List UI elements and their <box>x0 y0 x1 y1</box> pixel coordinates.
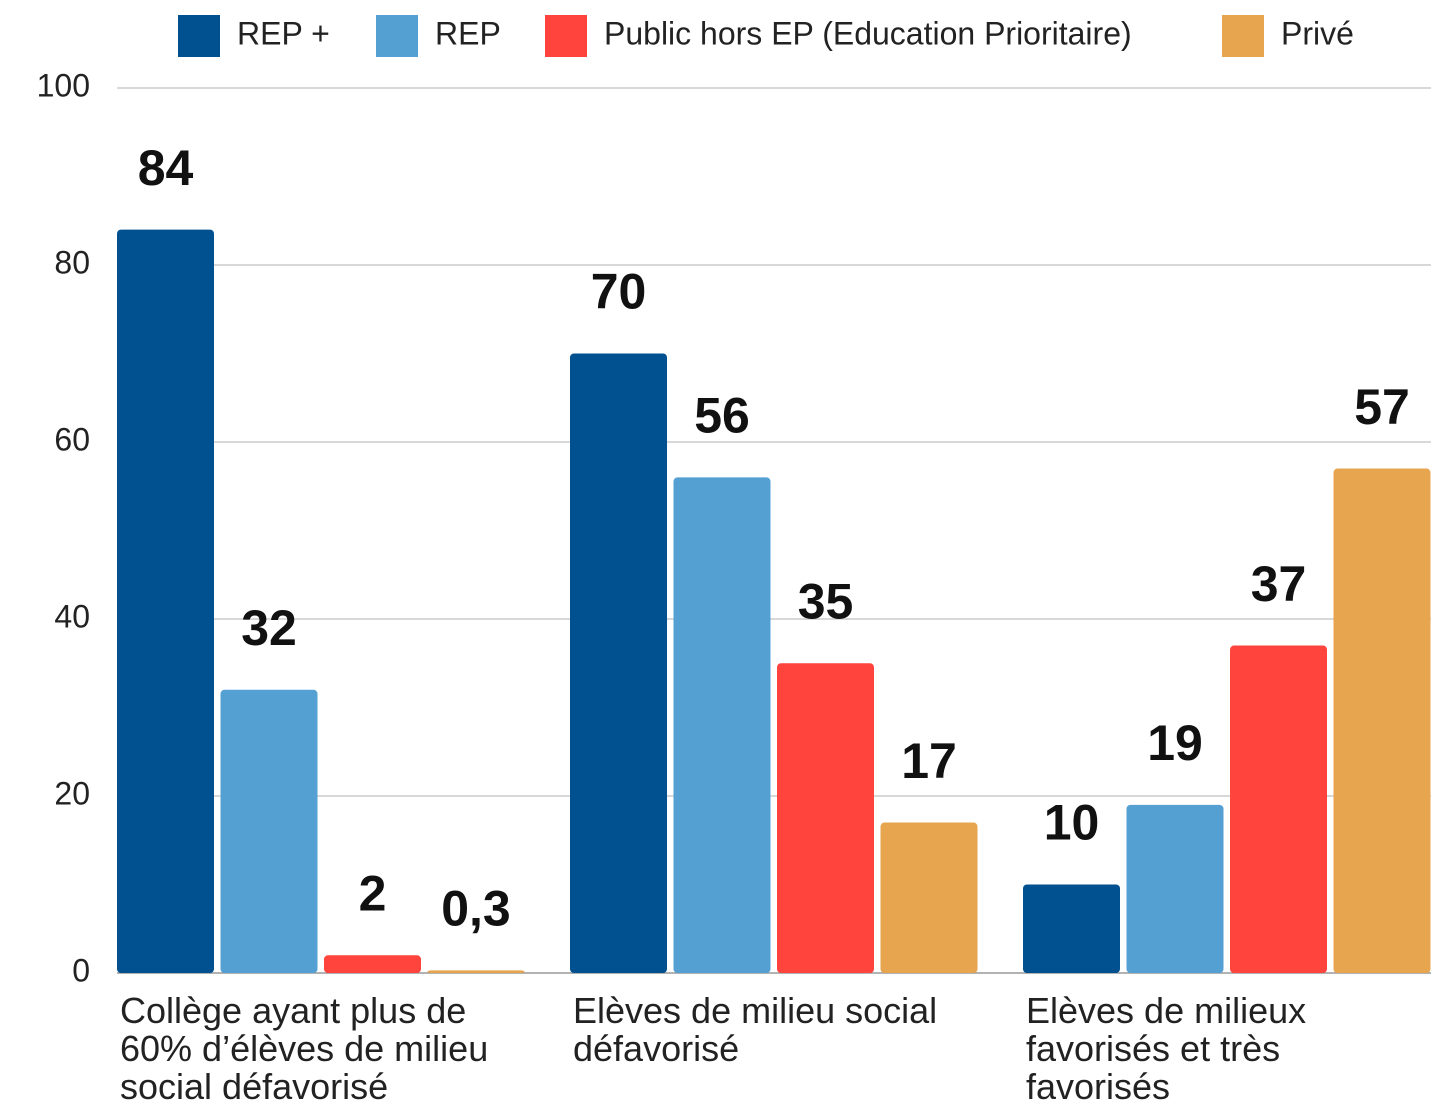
data-label: 37 <box>1251 556 1307 612</box>
x-tick-label: Collège ayant plus de 60% d’élèves de mi… <box>120 990 489 1107</box>
bar <box>1230 645 1327 973</box>
bar <box>1023 884 1120 973</box>
data-label: 10 <box>1044 795 1100 851</box>
data-label: 2 <box>359 866 387 922</box>
bar <box>777 663 874 973</box>
y-tick-label: 0 <box>72 952 90 988</box>
bar <box>324 955 421 973</box>
x-tick-label: Elèves de milieux favorisés et très favo… <box>1026 990 1307 1107</box>
y-tick-label: 40 <box>54 598 90 634</box>
bar <box>1126 804 1224 973</box>
y-tick-label: 100 <box>37 67 90 103</box>
bar <box>427 970 525 973</box>
legend-swatch <box>376 15 418 57</box>
legend-swatch <box>545 15 587 57</box>
data-label: 0,3 <box>441 881 511 937</box>
legend-label: REP <box>435 15 501 51</box>
legend-swatch <box>1222 15 1264 57</box>
bar <box>117 229 214 974</box>
bar <box>673 477 771 973</box>
data-label: 32 <box>241 600 297 656</box>
x-tick-label: Elèves de milieu social défavorisé <box>573 990 938 1069</box>
data-label: 17 <box>901 733 957 789</box>
data-label: 56 <box>694 388 750 444</box>
legend-swatch <box>178 15 220 57</box>
bar <box>570 353 667 973</box>
y-tick-label: 80 <box>54 244 90 280</box>
bar <box>880 822 978 973</box>
data-label: 70 <box>591 264 647 320</box>
data-label: 57 <box>1354 379 1410 435</box>
data-label: 84 <box>138 140 194 196</box>
bar <box>1333 468 1431 973</box>
data-label: 35 <box>798 573 854 629</box>
bar <box>220 689 318 973</box>
y-tick-label: 60 <box>54 421 90 457</box>
legend-label: Public hors EP (Education Prioritaire) <box>604 15 1132 51</box>
y-tick-label: 20 <box>54 775 90 811</box>
legend-label: Privé <box>1281 15 1354 51</box>
data-label: 19 <box>1147 715 1203 771</box>
legend-label: REP + <box>237 15 330 51</box>
